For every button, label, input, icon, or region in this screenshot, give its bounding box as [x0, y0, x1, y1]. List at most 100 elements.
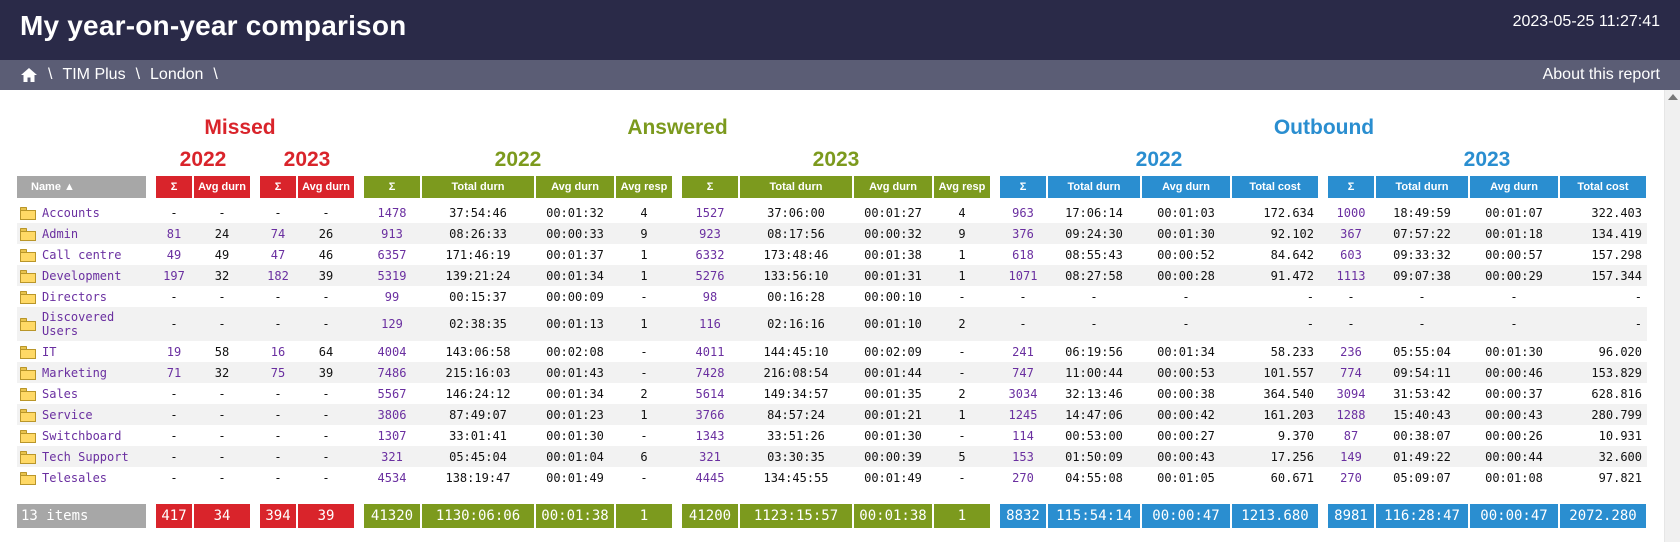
- answered-2022-count-cell[interactable]: 4534: [377, 470, 407, 485]
- outbound-2022-total-cost-header[interactable]: Total cost: [1232, 176, 1318, 198]
- outbound-2022-count-cell[interactable]: 1245: [1008, 407, 1038, 422]
- row-name-cell[interactable]: Marketing: [17, 362, 146, 383]
- row-name-cell[interactable]: Discovered Users: [17, 307, 146, 341]
- answered-2023-count-cell[interactable]: 4445: [695, 470, 725, 485]
- row-name-cell[interactable]: IT: [17, 341, 146, 362]
- answered-2023-avg-durn-header[interactable]: Avg durn: [854, 176, 932, 198]
- missed-2023-count-cell[interactable]: 47: [270, 247, 286, 262]
- row-name-link[interactable]: Discovered Users: [42, 310, 115, 338]
- outbound-2023-count-cell[interactable]: 1000: [1336, 205, 1366, 220]
- outbound-2022-count-cell[interactable]: 963: [1012, 205, 1034, 220]
- outbound-2023-count-cell[interactable]: 270: [1340, 470, 1362, 485]
- row-name-cell[interactable]: Switchboard: [17, 425, 146, 446]
- row-name-link[interactable]: Call centre: [42, 247, 122, 262]
- answered-2022-count-cell[interactable]: 1478: [377, 205, 407, 220]
- row-name-link[interactable]: IT: [42, 344, 57, 359]
- answered-2023-total-durn-header[interactable]: Total durn: [740, 176, 852, 198]
- outbound-2022-avg-durn-header[interactable]: Avg durn: [1142, 176, 1230, 198]
- vertical-scrollbar[interactable]: [1664, 90, 1680, 542]
- row-name-link[interactable]: Development: [42, 268, 122, 283]
- outbound-2022-count-cell[interactable]: 618: [1012, 247, 1034, 262]
- missed-2022-count-cell[interactable]: 71: [166, 365, 182, 380]
- missed-2023-count-cell[interactable]: 16: [270, 344, 286, 359]
- outbound-2023-count-cell[interactable]: 1288: [1336, 407, 1366, 422]
- name-column-header[interactable]: Name ▲: [17, 176, 146, 198]
- breadcrumb-tim-plus[interactable]: TIM Plus: [62, 66, 126, 83]
- row-name-link[interactable]: Sales: [42, 386, 79, 401]
- answered-2022-count-header[interactable]: Σ: [364, 176, 420, 198]
- answered-2023-count-cell[interactable]: 4011: [695, 344, 725, 359]
- answered-2023-count-cell[interactable]: 98: [702, 289, 718, 304]
- missed-2022-count-cell[interactable]: 49: [166, 247, 182, 262]
- row-name-cell[interactable]: Tech Support: [17, 446, 146, 467]
- answered-2022-count-cell[interactable]: 321: [381, 449, 403, 464]
- row-name-cell[interactable]: Development: [17, 265, 146, 286]
- row-name-cell[interactable]: Directors: [17, 286, 146, 307]
- row-name-link[interactable]: Accounts: [42, 205, 100, 220]
- missed-2023-count-header[interactable]: Σ: [260, 176, 296, 198]
- answered-2023-count-cell[interactable]: 116: [699, 317, 721, 331]
- answered-2022-count-cell[interactable]: 5319: [377, 268, 407, 283]
- missed-2022-avg-durn-header[interactable]: Avg durn: [194, 176, 250, 198]
- row-name-link[interactable]: Directors: [42, 289, 108, 304]
- row-name-cell[interactable]: Sales: [17, 383, 146, 404]
- row-name-cell[interactable]: Service: [17, 404, 146, 425]
- home-icon[interactable]: [20, 67, 38, 83]
- answered-2023-count-cell[interactable]: 1343: [695, 428, 725, 443]
- missed-2023-count-cell[interactable]: 74: [270, 226, 286, 241]
- outbound-2022-count-cell[interactable]: 241: [1012, 344, 1034, 359]
- outbound-2023-count-cell[interactable]: 603: [1340, 247, 1362, 262]
- answered-2023-count-cell[interactable]: 6332: [695, 247, 725, 262]
- row-name-cell[interactable]: Accounts: [17, 202, 146, 223]
- answered-2023-count-cell[interactable]: 1527: [695, 205, 725, 220]
- outbound-2023-count-cell[interactable]: 87: [1343, 428, 1359, 443]
- outbound-2023-avg-durn-header[interactable]: Avg durn: [1470, 176, 1558, 198]
- answered-2022-avg-durn-header[interactable]: Avg durn: [536, 176, 614, 198]
- row-name-link[interactable]: Switchboard: [42, 428, 122, 443]
- answered-2023-count-cell[interactable]: 7428: [695, 365, 725, 380]
- answered-2022-count-cell[interactable]: 4004: [377, 344, 407, 359]
- outbound-2023-count-cell[interactable]: 236: [1340, 344, 1362, 359]
- about-report-link[interactable]: About this report: [1542, 66, 1660, 83]
- row-name-link[interactable]: Service: [42, 407, 93, 422]
- missed-2022-count-cell[interactable]: 197: [163, 268, 185, 283]
- missed-2023-count-cell[interactable]: 182: [267, 268, 289, 283]
- outbound-2022-count-cell[interactable]: 376: [1012, 226, 1034, 241]
- outbound-2023-count-cell[interactable]: 774: [1340, 365, 1362, 380]
- outbound-2022-count-cell[interactable]: 747: [1012, 365, 1034, 380]
- answered-2023-count-header[interactable]: Σ: [682, 176, 738, 198]
- missed-2023-count-cell[interactable]: 75: [270, 365, 286, 380]
- row-name-cell[interactable]: Admin: [17, 223, 146, 244]
- outbound-2022-count-header[interactable]: Σ: [1000, 176, 1046, 198]
- outbound-2022-count-cell[interactable]: 3034: [1008, 386, 1038, 401]
- row-name-cell[interactable]: Telesales: [17, 467, 146, 488]
- outbound-2022-count-cell[interactable]: 114: [1012, 428, 1034, 443]
- row-name-cell[interactable]: Call centre: [17, 244, 146, 265]
- row-name-link[interactable]: Tech Support: [42, 449, 129, 464]
- outbound-2022-count-cell[interactable]: 153: [1012, 449, 1034, 464]
- outbound-2023-count-cell[interactable]: 3094: [1336, 386, 1366, 401]
- answered-2022-total-durn-header[interactable]: Total durn: [422, 176, 534, 198]
- outbound-2023-count-header[interactable]: Σ: [1328, 176, 1374, 198]
- missed-2022-count-header[interactable]: Σ: [156, 176, 192, 198]
- missed-2022-count-cell[interactable]: 19: [166, 344, 182, 359]
- scroll-up-arrow-icon[interactable]: [1668, 94, 1678, 100]
- missed-2022-count-cell[interactable]: 81: [166, 226, 182, 241]
- outbound-2023-count-cell[interactable]: 1113: [1336, 268, 1366, 283]
- outbound-2023-count-cell[interactable]: 149: [1340, 449, 1362, 464]
- answered-2023-count-cell[interactable]: 3766: [695, 407, 725, 422]
- answered-2022-count-cell[interactable]: 6357: [377, 247, 407, 262]
- answered-2022-count-cell[interactable]: 3806: [377, 407, 407, 422]
- answered-2022-avg-resp-header[interactable]: Avg resp: [616, 176, 672, 198]
- answered-2023-count-cell[interactable]: 321: [699, 449, 721, 464]
- outbound-2022-total-durn-header[interactable]: Total durn: [1048, 176, 1140, 198]
- row-name-link[interactable]: Admin: [42, 226, 79, 241]
- answered-2023-count-cell[interactable]: 5276: [695, 268, 725, 283]
- answered-2023-count-cell[interactable]: 5614: [695, 386, 725, 401]
- row-name-link[interactable]: Marketing: [42, 365, 108, 380]
- answered-2023-avg-resp-header[interactable]: Avg resp: [934, 176, 990, 198]
- outbound-2022-count-cell[interactable]: 1071: [1008, 268, 1038, 283]
- answered-2022-count-cell[interactable]: 5567: [377, 386, 407, 401]
- answered-2022-count-cell[interactable]: 7486: [377, 365, 407, 380]
- answered-2022-count-cell[interactable]: 913: [381, 226, 403, 241]
